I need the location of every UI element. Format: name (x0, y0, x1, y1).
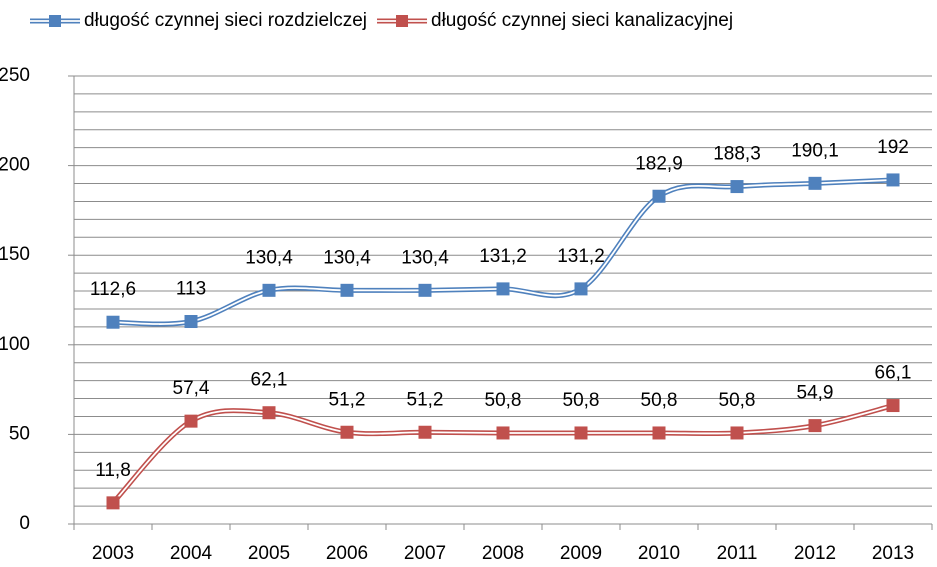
y-tick-label: 250 (0, 65, 30, 86)
data-label: 11,8 (95, 460, 131, 481)
data-label: 182,9 (635, 153, 683, 174)
marker (574, 282, 588, 296)
series-line-inner (112, 179, 894, 325)
x-tick-label: 2009 (560, 543, 602, 564)
x-tick-label: 2004 (170, 543, 213, 564)
x-tick-label: 2007 (404, 543, 446, 564)
series-line-inner (112, 404, 894, 504)
marker (106, 496, 120, 510)
data-label: 66,1 (875, 363, 912, 384)
marker (886, 173, 900, 187)
y-tick-label: 0 (19, 513, 30, 534)
y-tick-label: 150 (0, 244, 30, 265)
data-label: 113 (176, 279, 206, 300)
data-label: 130,4 (245, 247, 293, 268)
x-tick-label: 2005 (248, 543, 290, 564)
data-label: 57,4 (173, 378, 210, 399)
legend-marker (396, 15, 409, 27)
marker (496, 426, 510, 440)
marker (574, 426, 588, 440)
marker (106, 315, 120, 329)
marker (808, 419, 822, 433)
data-label: 188,3 (713, 144, 761, 165)
marker (886, 399, 900, 413)
marker (418, 283, 432, 297)
legend-item: długość czynnej sieci kanalizacyjnej (377, 10, 733, 31)
marker (184, 315, 198, 329)
y-tick-label: 100 (0, 334, 30, 355)
data-label: 130,4 (323, 247, 371, 268)
legend-item: długość czynnej sieci rozdzielczej (30, 10, 367, 31)
marker (418, 425, 432, 439)
legend-label: długość czynnej sieci kanalizacyjnej (431, 10, 733, 31)
x-tick-label: 2011 (717, 543, 758, 564)
y-tick-label: 200 (0, 155, 30, 176)
x-tick-label: 2013 (872, 543, 914, 564)
data-label: 50,8 (563, 390, 600, 411)
marker (184, 414, 198, 428)
y-tick-label: 50 (9, 423, 30, 444)
data-label: 51,2 (407, 389, 444, 410)
data-label: 50,8 (641, 390, 678, 411)
data-label: 50,8 (719, 390, 756, 411)
x-tick-label: 2003 (92, 543, 134, 564)
marker (340, 283, 354, 297)
marker (340, 425, 354, 439)
data-label: 54,9 (797, 383, 834, 404)
data-label: 51,2 (329, 389, 366, 410)
data-label: 131,2 (479, 246, 527, 267)
x-tick-label: 2006 (326, 543, 368, 564)
x-tick-label: 2012 (794, 543, 836, 564)
legend-marker (49, 15, 61, 27)
data-label: 192 (877, 137, 909, 158)
x-tick-label: 2008 (482, 543, 524, 564)
data-label: 50,8 (485, 390, 522, 411)
marker (730, 426, 744, 440)
data-label: 112,6 (90, 279, 136, 300)
marker (808, 176, 822, 190)
data-label: 62,1 (251, 370, 288, 391)
marker (730, 180, 744, 194)
marker (262, 283, 276, 297)
legend-label: długość czynnej sieci rozdzielczej (84, 10, 367, 31)
x-tick-label: 2010 (638, 543, 680, 564)
marker (496, 282, 510, 296)
data-label: 131,2 (557, 246, 605, 267)
marker (652, 426, 666, 440)
data-label: 130,4 (401, 247, 449, 268)
marker (652, 189, 666, 203)
data-label: 190,1 (791, 140, 839, 161)
marker (262, 406, 276, 420)
